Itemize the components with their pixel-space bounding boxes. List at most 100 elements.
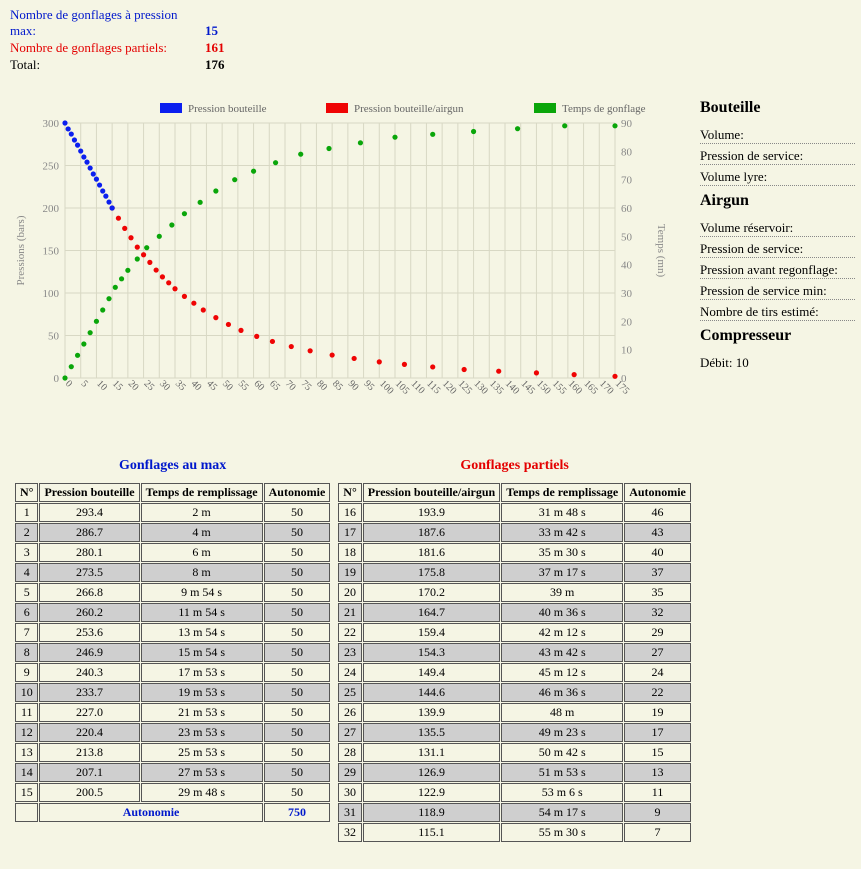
panel-row: Pression de service:200 <box>700 241 861 258</box>
svg-text:140: 140 <box>503 378 521 396</box>
table-row: 13213.825 m 53 s50 <box>15 743 330 762</box>
svg-text:20: 20 <box>621 316 633 328</box>
table-row: 26139.948 m19 <box>338 703 691 722</box>
table-row: 4273.58 m50 <box>15 563 330 582</box>
svg-text:20: 20 <box>126 378 141 393</box>
table-row: 32115.155 m 30 s7 <box>338 823 691 842</box>
table-header: Pression bouteille <box>39 483 139 502</box>
svg-text:200: 200 <box>43 203 60 215</box>
svg-text:Pression bouteille/airgun: Pression bouteille/airgun <box>354 103 464 115</box>
table-row: 10233.719 m 53 s50 <box>15 683 330 702</box>
panel-row: Volume lyre:0 <box>700 169 861 186</box>
svg-text:145: 145 <box>519 378 537 396</box>
svg-text:100: 100 <box>377 378 395 396</box>
table-row: 24149.445 m 12 s24 <box>338 663 691 682</box>
table-row: 15200.529 m 48 s50 <box>15 783 330 802</box>
svg-text:175: 175 <box>613 378 631 396</box>
svg-text:Temps (mn): Temps (mn) <box>655 224 667 278</box>
table-header: Autonomie <box>624 483 691 502</box>
pressure-chart: 0501001502002503000102030405060708090051… <box>10 93 670 428</box>
panel-title: Compresseur <box>700 327 861 345</box>
svg-text:115: 115 <box>424 378 442 396</box>
svg-text:70: 70 <box>283 378 298 393</box>
svg-text:80: 80 <box>621 146 633 158</box>
panel-row: Pression de service min:2 <box>700 283 861 300</box>
svg-text:70: 70 <box>621 175 633 187</box>
svg-text:75: 75 <box>299 378 314 393</box>
svg-text:30: 30 <box>157 378 172 393</box>
table-header: N° <box>15 483 38 502</box>
svg-text:150: 150 <box>43 246 60 258</box>
panel-row: Pression avant regonflage:1 <box>700 262 861 279</box>
table-row: 9240.317 m 53 s50 <box>15 663 330 682</box>
svg-text:35: 35 <box>173 378 188 393</box>
table-title: Gonflages partiels <box>337 458 692 474</box>
table-row: 17187.633 m 42 s43 <box>338 523 691 542</box>
svg-text:50: 50 <box>220 378 235 393</box>
table-row: 25144.646 m 36 s22 <box>338 683 691 702</box>
svg-text:80: 80 <box>314 378 329 393</box>
table-row: 14207.127 m 53 s50 <box>15 763 330 782</box>
svg-text:Pressions (bars): Pressions (bars) <box>15 215 27 285</box>
table-footer: Autonomie750 <box>15 803 330 822</box>
svg-text:170: 170 <box>597 378 615 396</box>
svg-text:55: 55 <box>236 378 251 393</box>
svg-text:90: 90 <box>621 118 633 130</box>
table-row: 22159.442 m 12 s29 <box>338 623 691 642</box>
table-row: 1293.42 m50 <box>15 503 330 522</box>
panel-title: Airgun <box>700 192 861 210</box>
table-row: 31118.954 m 17 s9 <box>338 803 691 822</box>
table-row: 28131.150 m 42 s15 <box>338 743 691 762</box>
svg-text:5: 5 <box>79 378 90 389</box>
svg-text:25: 25 <box>141 378 156 393</box>
panel-title: Bouteille <box>700 99 861 117</box>
svg-text:30: 30 <box>621 288 633 300</box>
data-table: N°Pression bouteilleTemps de remplissage… <box>14 482 331 823</box>
svg-text:40: 40 <box>621 260 633 272</box>
table-header: N° <box>338 483 361 502</box>
table-row: 12220.423 m 53 s50 <box>15 723 330 742</box>
svg-text:110: 110 <box>409 378 427 396</box>
table-row: 2286.74 m50 <box>15 523 330 542</box>
svg-text:0: 0 <box>54 373 60 385</box>
svg-text:45: 45 <box>204 378 219 393</box>
svg-text:Temps de gonflage: Temps de gonflage <box>562 103 646 115</box>
table-row: 7253.613 m 54 s50 <box>15 623 330 642</box>
svg-text:160: 160 <box>566 378 584 396</box>
stat-max: Nombre de gonflages à pression max:15 <box>10 7 861 39</box>
table-row: 5266.89 m 54 s50 <box>15 583 330 602</box>
stat-partial: Nombre de gonflages partiels:161 <box>10 40 861 56</box>
svg-text:10: 10 <box>621 345 633 357</box>
svg-text:95: 95 <box>361 378 376 393</box>
panel-row: Pression de service:300 <box>700 148 861 165</box>
svg-text:250: 250 <box>43 161 60 173</box>
svg-text:60: 60 <box>251 378 266 393</box>
panel-row: Nombre de tirs estimé:50 <box>700 304 861 321</box>
table-row: 19175.837 m 17 s37 <box>338 563 691 582</box>
svg-text:100: 100 <box>43 288 60 300</box>
svg-text:50: 50 <box>621 231 633 243</box>
svg-text:50: 50 <box>48 331 60 343</box>
svg-text:90: 90 <box>346 378 361 393</box>
table-row: 30122.953 m 6 s11 <box>338 783 691 802</box>
table-row: 29126.951 m 53 s13 <box>338 763 691 782</box>
table-row: 27135.549 m 23 s17 <box>338 723 691 742</box>
table-header: Temps de remplissage <box>141 483 263 502</box>
svg-text:155: 155 <box>550 378 568 396</box>
svg-text:130: 130 <box>471 378 489 396</box>
stat-total: Total:176 <box>10 57 861 73</box>
table-row: 8246.915 m 54 s50 <box>15 643 330 662</box>
svg-text:10: 10 <box>94 378 109 393</box>
svg-text:85: 85 <box>330 378 345 393</box>
svg-text:125: 125 <box>456 378 474 396</box>
svg-text:300: 300 <box>43 118 60 130</box>
panel-text: Débit: 10 <box>700 355 861 371</box>
svg-text:165: 165 <box>581 378 599 396</box>
data-table: N°Pression bouteille/airgunTemps de remp… <box>337 482 692 843</box>
svg-text:105: 105 <box>393 378 411 396</box>
panel-row: Volume réservoir:0.1 <box>700 220 861 237</box>
svg-text:150: 150 <box>534 378 552 396</box>
table-row: 11227.021 m 53 s50 <box>15 703 330 722</box>
table-header: Autonomie <box>264 483 331 502</box>
table-row: 18181.635 m 30 s40 <box>338 543 691 562</box>
